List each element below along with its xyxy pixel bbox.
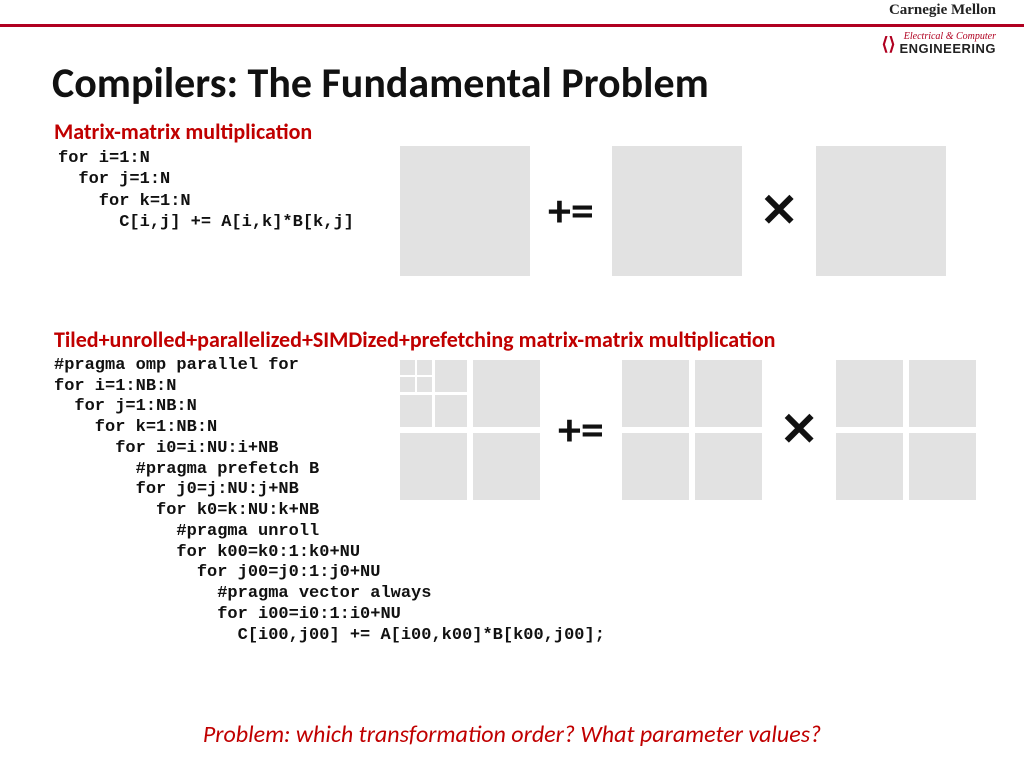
op-pluseq: += [548,183,594,239]
section1-code: for i=1:N for j=1:N for k=1:N C[i,j] += … [58,148,354,233]
matrix-c-tile-recursive [400,360,467,427]
section1-heading: Matrix-matrix multiplication [54,118,312,145]
matrix-c [400,146,530,276]
dept-line2: ENGINEERING [899,42,996,55]
diagram-simple: += ✕ [400,146,946,276]
problem-statement: Problem: which transformation order? Wha… [0,720,1024,749]
matrix-a-tiled [622,360,762,500]
matrix-b-tiled [836,360,976,500]
diagram-tiled: += ✕ [400,360,976,500]
op-times: ✕ [760,183,799,239]
logo-glyph: ⟨⟩ [881,35,895,53]
matrix-b [816,146,946,276]
matrix-c-nested [400,360,540,500]
section2-heading: Tiled+unrolled+parallelized+SIMDized+pre… [54,326,775,353]
header-rule [0,24,1024,27]
op-times-2: ✕ [780,402,819,458]
department-logo: ⟨⟩ Electrical & Computer ENGINEERING [881,32,996,55]
page-title: Compilers: The Fundamental Problem [52,58,709,109]
matrix-a [612,146,742,276]
op-pluseq-2: += [558,402,604,458]
university-label: Carnegie Mellon [889,2,996,19]
matrix-c-mini [400,360,432,392]
